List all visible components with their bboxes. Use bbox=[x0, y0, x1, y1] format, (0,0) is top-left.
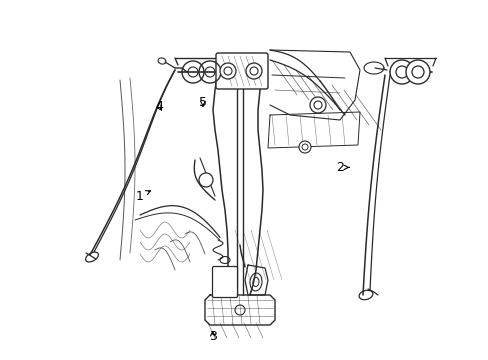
Text: 3: 3 bbox=[208, 330, 216, 343]
Text: 4: 4 bbox=[155, 100, 163, 113]
Circle shape bbox=[405, 60, 429, 84]
FancyBboxPatch shape bbox=[216, 53, 267, 89]
Circle shape bbox=[245, 63, 262, 79]
FancyBboxPatch shape bbox=[212, 266, 237, 297]
Text: 5: 5 bbox=[199, 96, 206, 109]
Circle shape bbox=[309, 97, 325, 113]
Circle shape bbox=[199, 173, 213, 187]
Circle shape bbox=[298, 141, 310, 153]
Text: 2: 2 bbox=[335, 161, 348, 174]
Text: 1: 1 bbox=[135, 190, 150, 203]
Circle shape bbox=[389, 60, 413, 84]
Circle shape bbox=[220, 63, 236, 79]
